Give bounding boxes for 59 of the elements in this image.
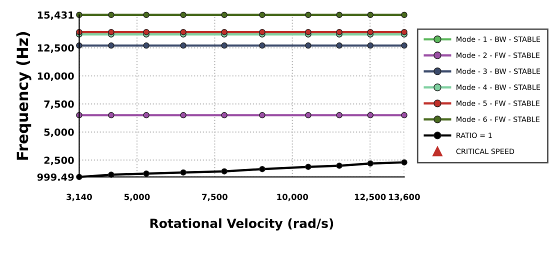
point xyxy=(401,12,408,18)
point xyxy=(401,42,408,49)
point xyxy=(336,12,342,18)
point xyxy=(221,112,228,118)
x-tick-label: 12,500 xyxy=(354,194,386,202)
point xyxy=(305,42,312,49)
x-tick-label: 10,000 xyxy=(277,194,308,202)
point xyxy=(367,42,374,49)
point xyxy=(259,28,266,36)
point xyxy=(180,112,186,118)
point xyxy=(143,170,150,177)
point xyxy=(305,12,312,18)
point xyxy=(336,42,342,49)
x-axis-title: Rotational Velocity (rad/s) xyxy=(150,218,334,231)
point xyxy=(401,28,408,36)
point xyxy=(221,168,228,174)
point xyxy=(180,169,186,176)
point xyxy=(336,162,342,169)
y-tick-label: 15,431 xyxy=(38,11,74,20)
point xyxy=(367,12,374,18)
point xyxy=(336,28,342,36)
point xyxy=(221,42,228,49)
point xyxy=(305,164,312,170)
point xyxy=(108,12,114,18)
y-tick-label: 999.49 xyxy=(37,173,74,181)
y-tick-label: 10,000 xyxy=(38,72,74,81)
y-tick-label: 12,500 xyxy=(38,44,74,53)
point xyxy=(259,12,266,18)
point xyxy=(221,12,228,18)
x-tick-label: 13,600 xyxy=(389,194,420,202)
point xyxy=(305,28,312,36)
point xyxy=(108,42,114,49)
point xyxy=(143,42,150,49)
point xyxy=(108,28,114,36)
point xyxy=(401,112,408,118)
point xyxy=(180,12,186,18)
point xyxy=(259,166,266,172)
point xyxy=(367,112,374,118)
point xyxy=(108,112,114,118)
y-axis-title: Frequency (Hz) xyxy=(16,32,32,160)
point xyxy=(367,28,374,36)
point xyxy=(259,112,266,118)
y-tick-label: 5,000 xyxy=(44,128,74,138)
y-tick-label: 2,500 xyxy=(44,156,74,166)
point xyxy=(180,42,186,49)
point xyxy=(401,159,408,166)
point xyxy=(305,112,312,118)
point xyxy=(180,28,186,36)
point xyxy=(367,160,374,167)
x-tick-label: 7,500 xyxy=(202,194,228,202)
point xyxy=(143,12,150,18)
point xyxy=(336,112,342,118)
point xyxy=(143,28,150,36)
point xyxy=(259,42,266,49)
x-tick-label: 3,140 xyxy=(66,194,92,202)
y-tick-label: 7,500 xyxy=(44,100,74,110)
x-tick-label: 5,000 xyxy=(124,194,150,202)
point xyxy=(143,112,150,118)
point xyxy=(221,28,228,36)
